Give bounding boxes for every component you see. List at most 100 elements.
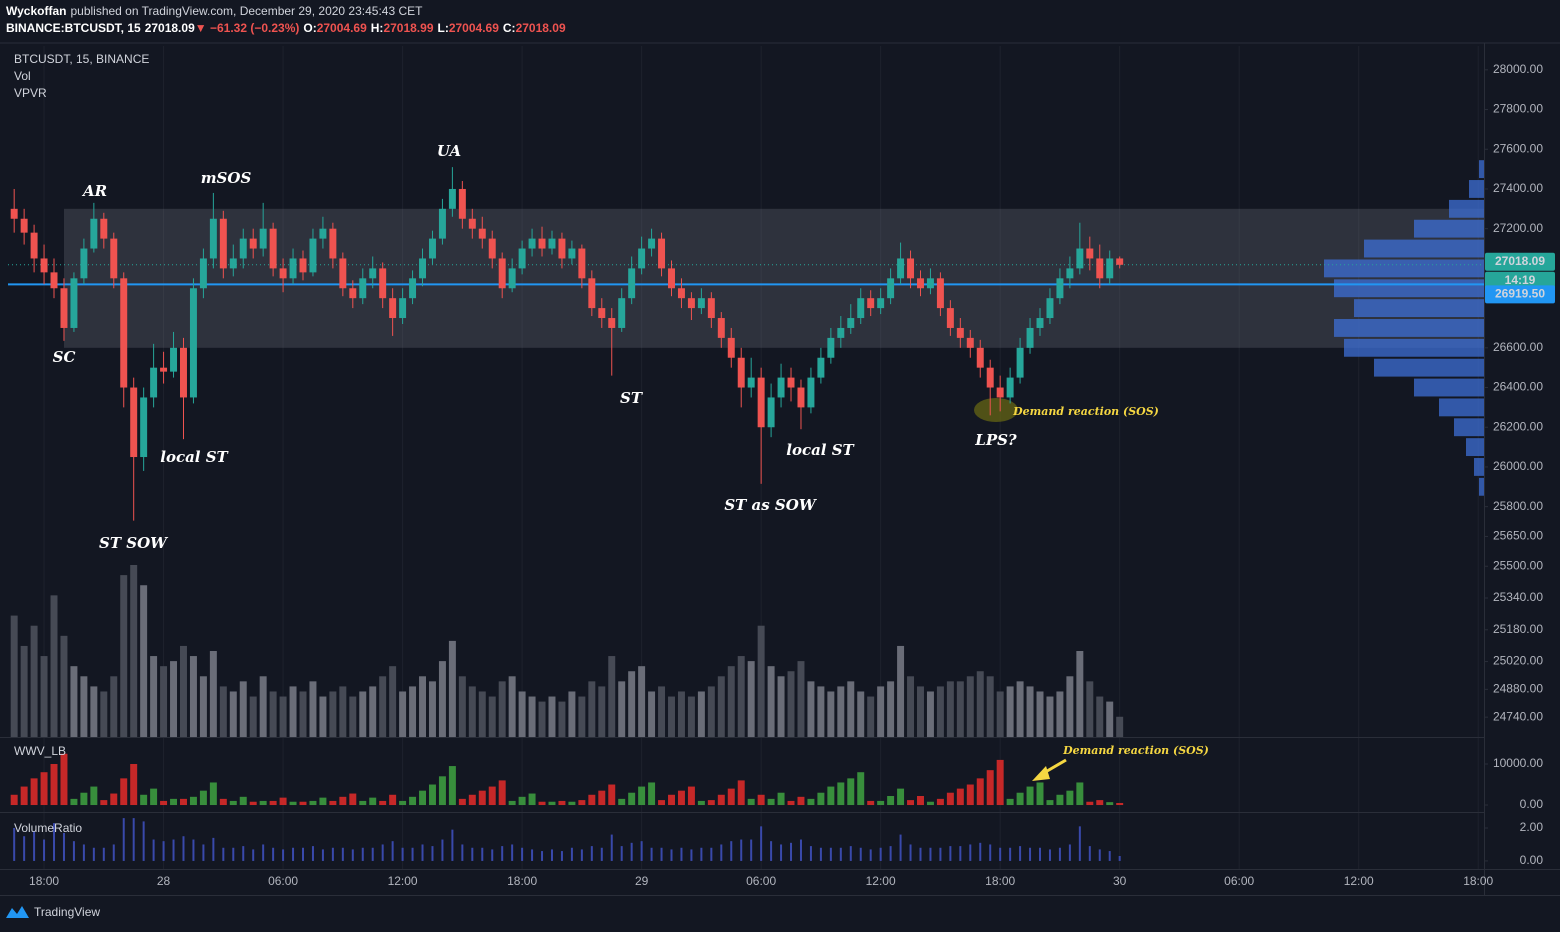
- y-tick-label: 26600.00: [1493, 340, 1543, 354]
- wwv-bar: [448, 766, 456, 806]
- wwv-bar: [867, 800, 875, 806]
- ratio-bar: [1088, 846, 1091, 861]
- wwv-bar: [568, 801, 576, 806]
- annotation: mSOS: [201, 169, 252, 187]
- highlight-ellipse: [974, 398, 1018, 422]
- wwv-bar: [528, 793, 536, 806]
- volume-bar: [668, 696, 675, 737]
- ratio-bar: [1068, 844, 1071, 861]
- wwv-bar: [767, 798, 775, 806]
- wwv-bar: [1106, 802, 1114, 806]
- volume-bar: [468, 686, 476, 737]
- candle-body: [1086, 248, 1094, 259]
- wwv-bar: [1096, 800, 1104, 806]
- annotation: local ST: [160, 448, 229, 466]
- ratio-bar: [859, 847, 862, 861]
- candle-body: [199, 258, 207, 289]
- candle-body: [956, 327, 964, 338]
- ratio-bar: [839, 847, 842, 861]
- volume-bar: [20, 645, 28, 737]
- volume-bar: [1056, 691, 1064, 737]
- wwv-bar: [1066, 790, 1074, 806]
- candle-body: [996, 387, 1004, 398]
- ratio-bar: [790, 842, 793, 861]
- wwv-bar: [976, 778, 984, 806]
- wwv-bar: [478, 790, 486, 806]
- y-tick-label: 25500.00: [1493, 558, 1543, 572]
- ratio-bar: [680, 847, 683, 861]
- timer-label: 14:19: [1505, 273, 1536, 287]
- wwv-bar: [239, 796, 247, 806]
- volume-bar: [767, 666, 775, 737]
- y-tick-label: 27800.00: [1493, 102, 1543, 116]
- volume-bar: [339, 686, 347, 737]
- wwv-bar: [618, 798, 626, 806]
- wwv-bar: [1076, 782, 1084, 806]
- candle-body: [658, 238, 666, 269]
- candle-body: [180, 347, 187, 398]
- volume-bar: [618, 681, 626, 737]
- volume-bar: [717, 676, 725, 737]
- candle-body: [428, 238, 436, 259]
- volume-bar: [110, 676, 118, 737]
- vpvr-row: [1324, 259, 1484, 278]
- annotation: Demand reaction (SOS): [1012, 405, 1159, 418]
- volume-bar: [160, 666, 168, 737]
- candle-body: [777, 377, 785, 398]
- wwv-bar: [897, 788, 905, 806]
- wwv-bar: [638, 786, 646, 806]
- h: 27018.99: [383, 21, 433, 35]
- vpvr-row: [1344, 338, 1484, 357]
- wwv-bar: [10, 794, 18, 806]
- x-tick-label: 06:00: [268, 874, 298, 888]
- x-tick-label: 06:00: [746, 874, 776, 888]
- volume-bar: [419, 676, 427, 737]
- wwv-bar: [458, 798, 466, 806]
- volume-bar: [548, 696, 556, 737]
- plot: [8, 160, 1485, 861]
- volume-bar: [130, 565, 138, 737]
- wwv-bar: [608, 784, 616, 806]
- ratio-bar: [1058, 847, 1061, 861]
- wwv-bar: [926, 801, 934, 806]
- pane-title: VolumeRatio: [14, 821, 82, 835]
- candle-body: [807, 377, 815, 408]
- ratio-bar: [829, 847, 832, 861]
- c-label: C:: [503, 21, 516, 35]
- candle-body: [1036, 318, 1044, 328]
- candle-body: [946, 308, 954, 328]
- wwv-bar: [887, 796, 895, 806]
- vpvr-row: [1479, 477, 1484, 496]
- candle-body: [618, 298, 626, 328]
- ratio-bar: [501, 846, 504, 861]
- volume-bar: [80, 676, 88, 737]
- volume-bar: [90, 686, 98, 737]
- y-tick-label: 25020.00: [1493, 654, 1543, 668]
- ratio-bar: [1009, 847, 1012, 861]
- candle-body: [558, 238, 566, 259]
- wwv-bar: [428, 784, 436, 806]
- candle-body: [219, 218, 227, 269]
- y-tick-label: 25340.00: [1493, 590, 1543, 604]
- volume-bar: [180, 645, 187, 737]
- ratio-bar: [341, 847, 344, 861]
- candle-body: [917, 278, 924, 289]
- wwv-bar: [110, 793, 118, 806]
- c: 27018.09: [516, 21, 566, 35]
- h-label: H:: [371, 21, 384, 35]
- last: 27018.09: [145, 21, 195, 35]
- vpvr-row: [1454, 418, 1484, 437]
- vpvr-row: [1334, 319, 1484, 337]
- candle-body: [140, 397, 148, 458]
- volume-bar: [1036, 691, 1044, 737]
- wwv-bar: [359, 800, 367, 806]
- ratio-bar: [869, 849, 872, 861]
- wwv-bar: [329, 800, 337, 806]
- volume-bar: [100, 691, 108, 737]
- ratio-bar: [411, 847, 414, 861]
- candle-body: [299, 258, 307, 273]
- candle-body: [160, 367, 168, 372]
- wwv-bar: [1086, 801, 1094, 806]
- ratio-bar: [132, 818, 135, 861]
